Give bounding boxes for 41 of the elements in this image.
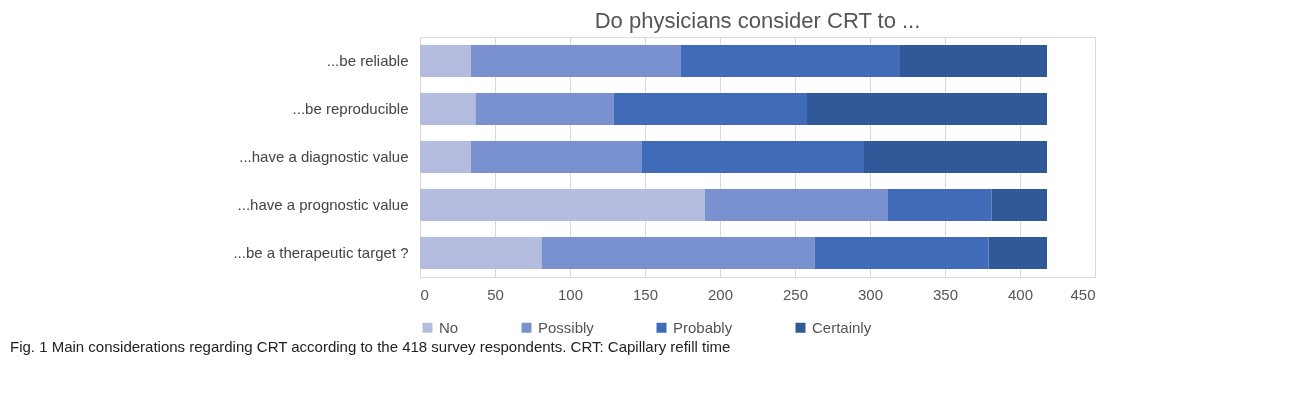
x-tick-label: 200 — [707, 285, 734, 303]
y-tick-label: ...have a prognostic value — [237, 196, 409, 213]
bar — [471, 141, 642, 173]
x-tick-label: 400 — [1007, 285, 1034, 303]
bar — [705, 189, 888, 221]
legend-label: Possibly — [538, 318, 595, 336]
bar — [888, 189, 992, 221]
x-tick-label: 250 — [782, 285, 809, 303]
bar — [420, 237, 542, 269]
y-tick-label: ...have a diagnostic value — [239, 148, 409, 165]
y-tick-label: ...be reproducible — [292, 100, 409, 117]
bar — [420, 141, 471, 173]
bar — [864, 141, 1047, 173]
bar — [420, 189, 705, 221]
bar — [420, 45, 471, 77]
bar — [681, 45, 900, 77]
bar — [988, 237, 1047, 269]
x-tick-label: 450 — [1070, 285, 1096, 303]
x-tick-label: 50 — [487, 285, 504, 303]
legend-label: No — [439, 318, 459, 336]
bar — [471, 45, 681, 77]
bar — [475, 93, 614, 125]
bar — [642, 141, 864, 173]
bar — [613, 93, 807, 125]
y-tick-label: ...be a therapeutic target ? — [233, 244, 409, 261]
chart-title: Do physicians consider CRT to ... — [594, 8, 921, 33]
bar — [991, 189, 1047, 221]
legend-label: Certainly — [812, 318, 872, 336]
x-tick-label: 100 — [557, 285, 584, 303]
x-tick-label: 350 — [932, 285, 959, 303]
bar — [900, 45, 1047, 77]
x-tick-label: 150 — [632, 285, 659, 303]
bar — [541, 237, 815, 269]
x-tick-label: 0 — [420, 285, 429, 303]
x-tick-label: 300 — [857, 285, 884, 303]
bar — [814, 237, 989, 269]
y-tick-label: ...be reliable — [326, 52, 409, 69]
bar — [420, 93, 476, 125]
caption: Fig. 1 Main considerations regarding CRT according to the 418 survey respondents. CRT: Capillary refill time — [10, 338, 731, 355]
legend-label: Probably — [673, 318, 733, 336]
bar — [807, 93, 1047, 125]
